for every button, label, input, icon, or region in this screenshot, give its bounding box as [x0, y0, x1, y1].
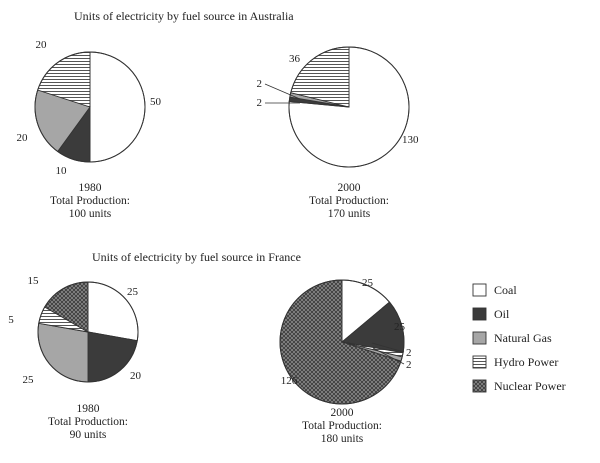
pie-outline-france-2000: [279, 279, 405, 405]
leader-line-france-2000-hydro-power: [371, 342, 405, 353]
value-label-france-2000-nuclear-power: 126: [281, 375, 298, 387]
legend-label-natural-gas: Natural Gas: [494, 331, 552, 345]
chart-title-australia: Units of electricity by fuel source in A…: [74, 9, 294, 23]
caption-australia-1980-line-1: 1980: [79, 182, 102, 194]
caption-france-1980-line-3: 90 units: [70, 429, 107, 441]
slice-australia-1980-coal: [89, 51, 146, 163]
value-label-france-2000-hydro-power: 2: [406, 347, 412, 359]
value-label-france-1980-natural-gas: 25: [23, 374, 35, 386]
caption-australia-2000-line-3: 170 units: [328, 208, 371, 220]
value-label-australia-2000-natural-gas: 2: [257, 97, 263, 109]
legend-label-oil: Oil: [494, 307, 510, 321]
value-label-australia-1980-hydro-power: 20: [36, 39, 48, 51]
legend-swatch-natural-gas: [472, 331, 487, 345]
value-label-france-2000-natural-gas: 2: [406, 359, 412, 371]
value-label-france-1980-hydro-power: 5: [8, 314, 14, 326]
pie-outline-france-1980: [37, 281, 139, 383]
caption-australia-1980-line-3: 100 units: [69, 208, 112, 220]
legend-swatch-oil: [472, 307, 487, 321]
value-label-france-1980-coal: 25: [127, 286, 139, 298]
value-label-australia-2000-oil: 2: [257, 78, 263, 90]
value-label-australia-1980-natural-gas: 20: [17, 132, 29, 144]
value-label-australia-2000-coal: 130: [402, 134, 419, 146]
value-label-france-2000-coal: 25: [362, 277, 374, 289]
pie-outline-australia-1980: [34, 51, 146, 163]
legend-label-hydro-power: Hydro Power: [494, 355, 558, 369]
value-label-australia-1980-oil: 10: [56, 165, 68, 177]
pie-outline-australia-2000: [288, 46, 410, 168]
caption-france-2000-line-2: Total Production:: [302, 420, 382, 432]
legend-swatch-coal: [472, 283, 487, 297]
caption-australia-2000-line-1: 2000: [338, 182, 361, 194]
caption-france-2000-line-3: 180 units: [321, 433, 364, 445]
caption-france-2000-line-1: 2000: [331, 407, 354, 419]
leader-line-france-2000-natural-gas: [372, 347, 405, 365]
value-label-france-1980-nuclear-power: 15: [28, 275, 40, 287]
legend-swatch-hydro-power: [472, 355, 487, 369]
value-label-australia-2000-hydro-power: 36: [289, 53, 301, 65]
value-label-australia-1980-coal: 50: [150, 96, 162, 108]
legend-label-coal: Coal: [494, 283, 517, 297]
chart-title-france: Units of electricity by fuel source in F…: [92, 250, 301, 264]
caption-australia-1980-line-2: Total Production:: [50, 195, 130, 207]
caption-australia-2000-line-2: Total Production:: [309, 195, 389, 207]
legend-swatch-nuclear-power: [472, 379, 487, 393]
value-label-france-2000-oil: 25: [394, 321, 406, 333]
legend-label-nuclear-power: Nuclear Power: [494, 379, 566, 393]
legend: Coal Oil Natural Gas Hydro Power Nuclear Pow…: [472, 283, 566, 393]
caption-france-1980-line-2: Total Production:: [48, 416, 128, 428]
value-label-france-1980-oil: 20: [130, 370, 142, 382]
slice-france-1980-natural-gas: [37, 322, 89, 383]
caption-france-1980-line-1: 1980: [77, 403, 100, 415]
leader-line-australia-2000-oil: [264, 83, 301, 100]
